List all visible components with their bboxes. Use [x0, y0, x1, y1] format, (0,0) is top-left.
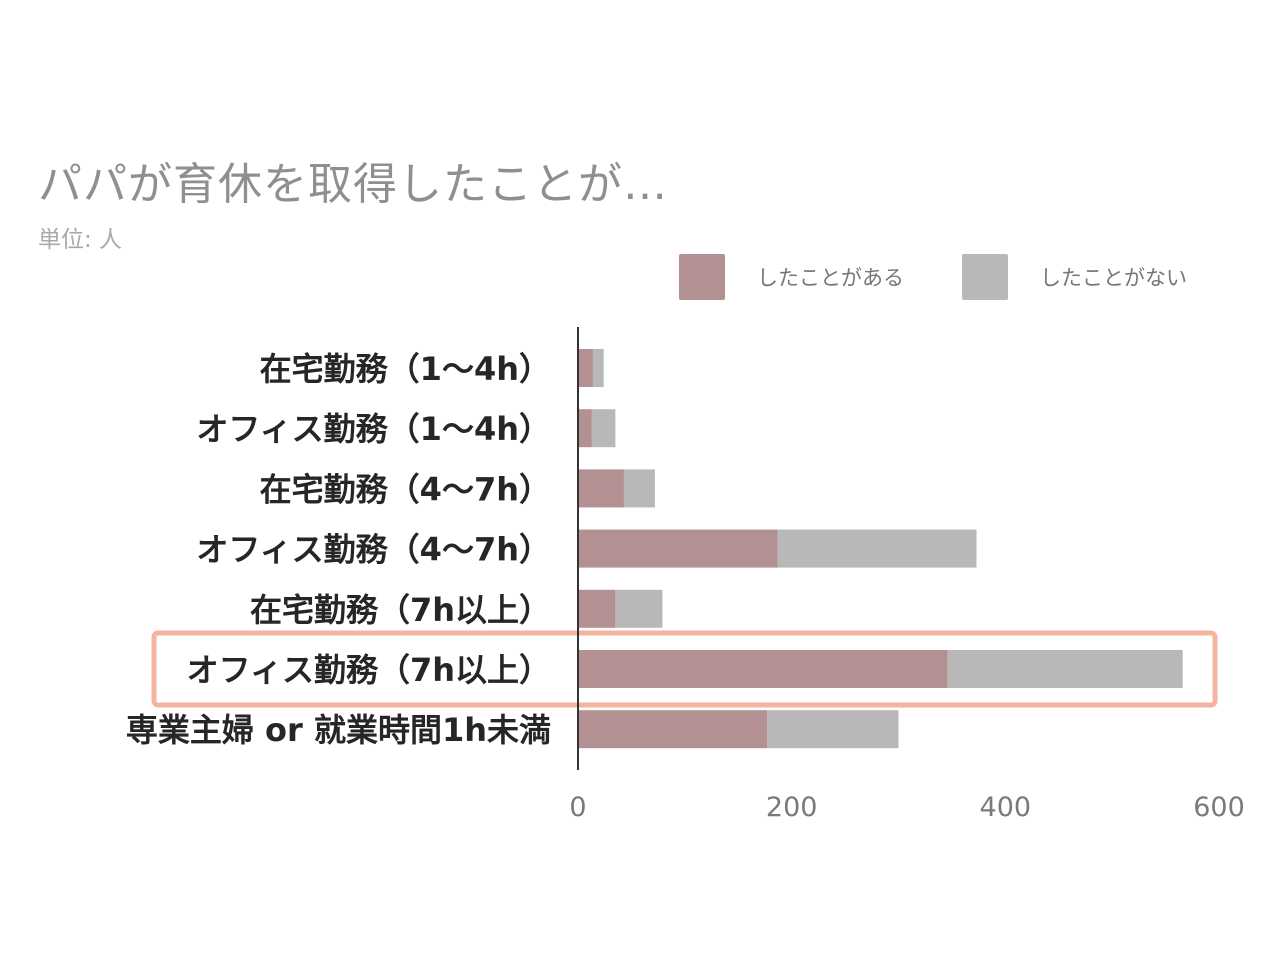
bar-segment-not	[777, 529, 977, 568]
highlight-box	[151, 630, 1218, 708]
chart-subtitle: 単位: 人	[38, 227, 123, 253]
bar-segment-not	[615, 589, 663, 628]
category-label: 在宅勤務（4～7h）	[260, 470, 551, 508]
bar-segment-had	[578, 409, 592, 448]
bar-segment-not	[947, 650, 1183, 688]
bar-segment-not	[591, 409, 616, 448]
x-tick-label: 400	[980, 792, 1032, 823]
legend-item-not: したことがない	[962, 253, 1187, 301]
bar-segment-had	[578, 529, 778, 568]
x-tick-label: 200	[766, 792, 818, 823]
legend-swatch-had	[679, 254, 725, 300]
bar-segment-had	[578, 349, 593, 387]
bar-segment-had	[578, 589, 616, 628]
bar-segment-had	[578, 650, 948, 688]
category-label: 専業主婦 or 就業時間1h未満	[126, 711, 551, 749]
x-tick-label: 0	[569, 792, 586, 823]
bar-segment-not	[623, 469, 655, 508]
legend-label-not: したことがない	[1040, 266, 1187, 290]
bar-segment-had	[578, 710, 768, 749]
bar-segment-not	[592, 349, 604, 387]
legend-swatch-not	[962, 254, 1008, 300]
legend-item-had: したことがある	[679, 253, 904, 301]
category-label: 在宅勤務（1～4h）	[260, 350, 551, 388]
bar-segment-had	[578, 469, 624, 508]
bar-segment-not	[767, 710, 899, 749]
chart-title: パパが育休を取得したことが…	[38, 159, 668, 210]
category-label: 在宅勤務（7h以上）	[250, 591, 551, 629]
legend-label-had: したことがある	[757, 266, 904, 290]
category-label: オフィス勤務（4～7h）	[196, 531, 551, 569]
x-tick-label: 600	[1193, 792, 1245, 823]
category-label: オフィス勤務（7h以上）	[187, 651, 551, 689]
category-label: オフィス勤務（1～4h）	[196, 410, 551, 448]
